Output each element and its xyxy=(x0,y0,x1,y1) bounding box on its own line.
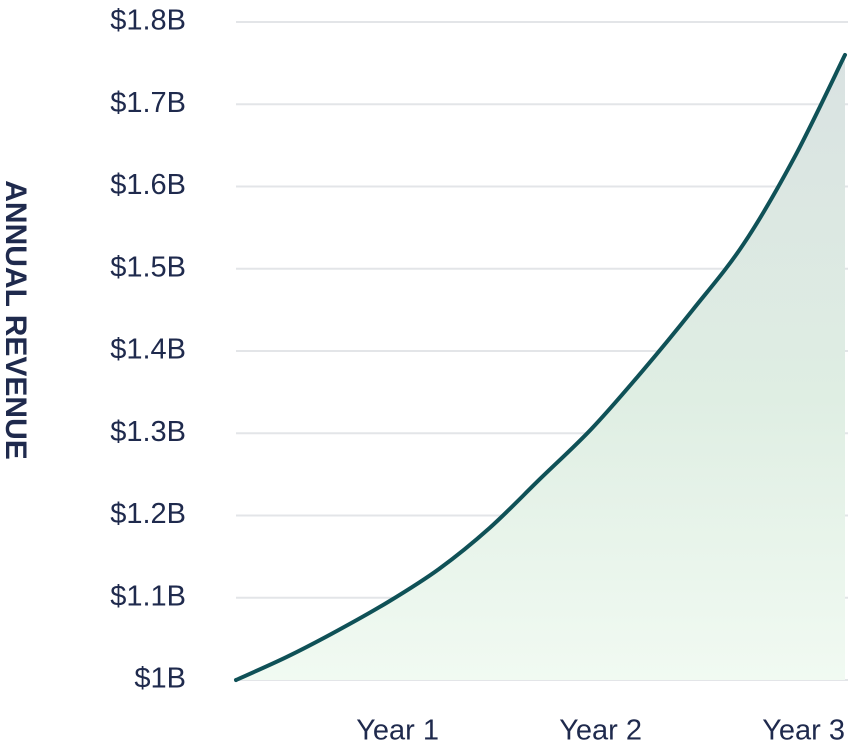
x-tick-label: Year 3 xyxy=(762,715,845,746)
y-tick-label: $1.3B xyxy=(110,416,186,448)
y-tick-label: $1.4B xyxy=(110,334,186,366)
y-tick-label: $1.5B xyxy=(110,251,186,283)
y-tick-label: $1B xyxy=(134,663,186,695)
x-tick-label: Year 2 xyxy=(559,715,642,746)
y-tick-label: $1.7B xyxy=(110,87,186,119)
x-tick-label: Year 1 xyxy=(356,715,439,746)
area xyxy=(236,54,845,680)
line xyxy=(234,52,847,682)
y-tick-label: $1.1B xyxy=(110,580,186,612)
y-tick-label: $1.2B xyxy=(110,498,186,530)
y-axis-label: ANNUAL REVENUE xyxy=(0,180,32,459)
y-tick-label: $1.6B xyxy=(110,169,186,201)
y-tick-label: $1.8B xyxy=(110,5,186,37)
